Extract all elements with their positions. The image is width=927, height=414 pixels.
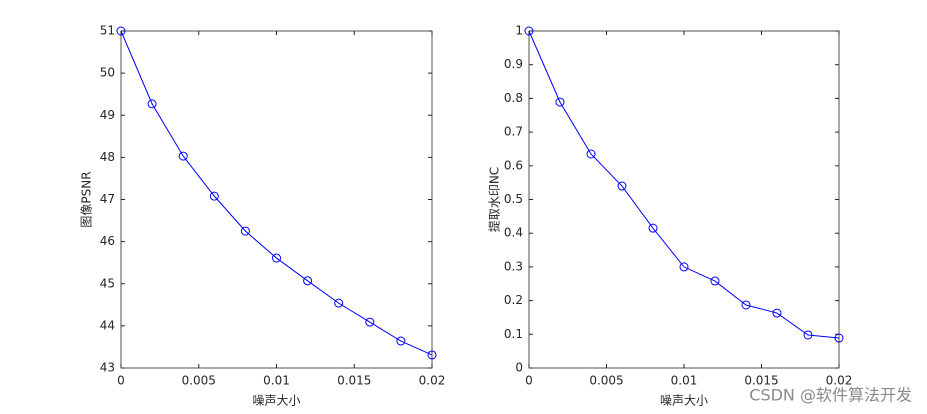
x-tick-label: 0.02 xyxy=(419,374,446,388)
marker xyxy=(710,276,720,286)
marker xyxy=(240,226,250,236)
y-tick-label: 0.8 xyxy=(504,91,523,105)
y-tick-label: 49 xyxy=(100,108,115,122)
marker xyxy=(147,99,157,109)
y-tick-label: 48 xyxy=(100,150,115,164)
y-axis-label: 提取水印NC xyxy=(487,167,502,232)
y-tick-label: 0.4 xyxy=(504,226,523,240)
y-tick-label: 0.5 xyxy=(504,192,523,206)
marker xyxy=(427,350,437,360)
watermark: CSDN @软件算法开发 xyxy=(749,386,912,405)
x-tick-label: 0 xyxy=(117,374,125,388)
line xyxy=(528,30,840,339)
y-tick-label: 0.9 xyxy=(504,57,523,71)
y-tick-label: 50 xyxy=(100,66,115,80)
marker xyxy=(555,97,565,107)
x-tick-label: 0.015 xyxy=(744,374,778,388)
marker xyxy=(178,151,188,161)
x-tick-label: 0.015 xyxy=(337,374,371,388)
x-tick-label: 0 xyxy=(525,374,533,388)
line xyxy=(120,30,433,356)
x-tick-label: 0.02 xyxy=(826,374,853,388)
y-tick-label: 43 xyxy=(100,361,115,375)
x-tick-label: 0.005 xyxy=(589,374,623,388)
marker xyxy=(648,223,658,233)
y-tick-label: 0.1 xyxy=(504,327,523,341)
marker xyxy=(772,308,782,318)
y-tick-label: 51 xyxy=(100,24,115,38)
x-tick-label: 0.01 xyxy=(263,374,290,388)
x-tick-label: 0.005 xyxy=(182,374,216,388)
marker xyxy=(209,191,219,201)
y-tick-label: 0 xyxy=(515,361,523,375)
marker xyxy=(679,262,689,272)
marker xyxy=(586,149,596,159)
marker xyxy=(116,26,126,36)
x-axis-label: 噪声大小 xyxy=(252,394,300,408)
marker xyxy=(396,336,406,346)
marker xyxy=(834,333,844,343)
y-tick-label: 44 xyxy=(100,318,115,332)
marker xyxy=(741,300,751,310)
y-tick-label: 47 xyxy=(100,192,115,206)
y-tick-label: 45 xyxy=(100,276,115,290)
y-tick-label: 0.2 xyxy=(504,293,523,307)
y-tick-label: 0.3 xyxy=(504,259,523,273)
marker xyxy=(617,181,627,191)
marker xyxy=(303,276,313,286)
x-axis-label: 噪声大小 xyxy=(660,394,708,408)
y-axis-label: 图像PSNR xyxy=(80,171,94,227)
y-tick-label: 46 xyxy=(100,234,115,248)
marker xyxy=(524,26,534,36)
x-tick-label: 0.01 xyxy=(671,374,698,388)
marker xyxy=(334,298,344,308)
marker xyxy=(272,253,281,263)
y-tick-label: 1 xyxy=(515,24,523,38)
marker xyxy=(803,330,813,340)
y-tick-label: 0.7 xyxy=(504,125,523,139)
y-tick-label: 0.6 xyxy=(504,158,523,172)
marker xyxy=(365,317,375,327)
